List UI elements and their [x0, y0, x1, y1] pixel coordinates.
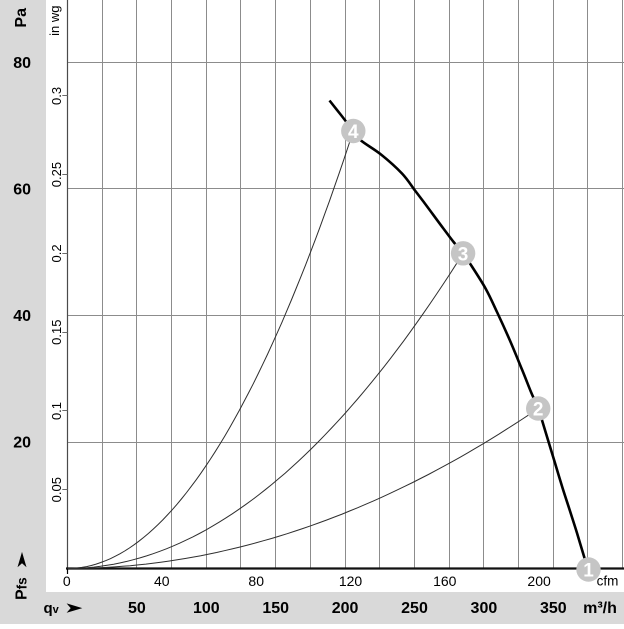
svg-text:40: 40	[154, 573, 170, 589]
svg-text:200: 200	[527, 573, 551, 589]
svg-text:1: 1	[583, 561, 594, 582]
svg-text:150: 150	[262, 600, 289, 617]
svg-text:cfm: cfm	[597, 574, 619, 589]
svg-text:200: 200	[332, 600, 359, 617]
svg-text:0.3: 0.3	[49, 87, 64, 105]
svg-text:40: 40	[13, 308, 31, 325]
svg-text:60: 60	[13, 181, 31, 198]
svg-text:m³/h: m³/h	[583, 600, 617, 617]
svg-text:0: 0	[63, 573, 71, 589]
svg-text:Pa: Pa	[13, 8, 30, 28]
svg-text:in wg: in wg	[47, 6, 62, 36]
svg-text:0.25: 0.25	[49, 162, 64, 187]
svg-text:80: 80	[248, 573, 264, 589]
svg-text:0.15: 0.15	[49, 320, 64, 345]
svg-text:250: 250	[401, 600, 428, 617]
svg-text:Pfs: Pfs	[14, 577, 31, 600]
svg-text:300: 300	[471, 600, 498, 617]
svg-text:0.2: 0.2	[49, 244, 64, 262]
svg-text:350: 350	[540, 600, 567, 617]
svg-text:160: 160	[433, 573, 457, 589]
svg-text:120: 120	[339, 573, 363, 589]
svg-text:4: 4	[348, 122, 359, 143]
svg-text:80: 80	[13, 55, 31, 72]
svg-text:0.1: 0.1	[49, 402, 64, 420]
svg-text:3: 3	[458, 244, 469, 265]
svg-text:0.05: 0.05	[49, 477, 64, 502]
svg-text:100: 100	[193, 600, 220, 617]
svg-text:50: 50	[128, 600, 146, 617]
svg-text:20: 20	[13, 434, 31, 451]
svg-text:qv: qv	[44, 600, 60, 617]
svg-text:2: 2	[533, 400, 544, 421]
